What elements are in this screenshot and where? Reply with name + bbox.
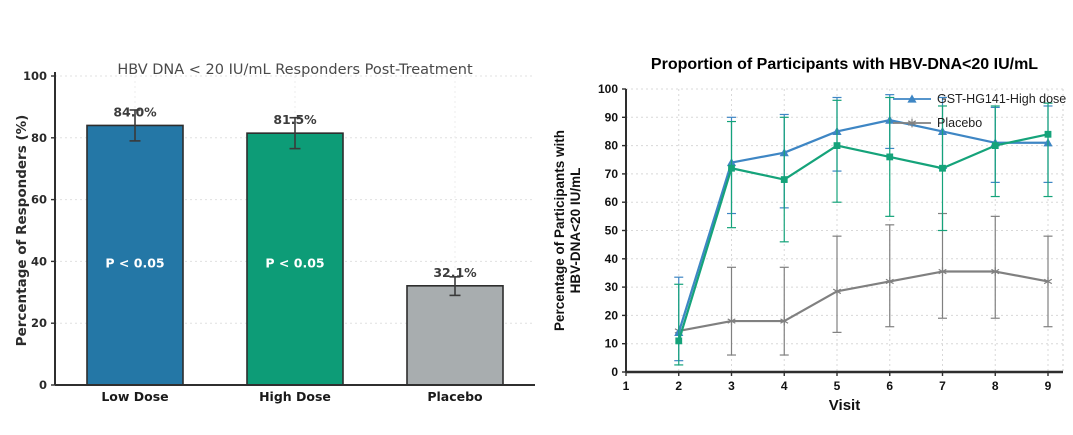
data-point-marker xyxy=(727,316,736,326)
x-tick-label: High Dose xyxy=(259,389,331,404)
x-tick-label: 5 xyxy=(834,379,841,393)
legend-marker-placebo xyxy=(907,118,917,128)
series-error-bar xyxy=(1043,102,1053,198)
series-placebo xyxy=(674,212,1053,356)
line xyxy=(991,268,1000,275)
y-tick-label: 0 xyxy=(611,365,618,379)
y-axis-title-line1: Percentage of Participants with xyxy=(552,130,567,331)
y-tick-label: 70 xyxy=(605,167,619,181)
y-axis-title-line2: HBV-DNA<20 IU/mL xyxy=(568,168,583,294)
x-axis-title: Visit xyxy=(829,397,860,414)
y-tick-label: 90 xyxy=(605,110,619,124)
bar-group-placebo: 32.1% xyxy=(406,265,504,386)
bar-chart-svg: 84.0%P < 0.05 81.5%P < 0.05 32.1% 0 20 40 60 80… xyxy=(14,62,535,404)
line xyxy=(885,278,894,285)
y-tick-label: 100 xyxy=(598,82,618,96)
series-error-bar xyxy=(832,99,842,203)
bar-error xyxy=(129,109,141,142)
y-tick-label: 60 xyxy=(31,193,47,207)
legend-marker-gst-hg141-high-dose xyxy=(907,94,917,103)
x-tick-label: 1 xyxy=(623,379,630,393)
series-line xyxy=(678,270,1049,333)
data-point-marker xyxy=(1044,130,1052,138)
data-point-marker xyxy=(939,164,946,172)
y-tick-label: 80 xyxy=(31,131,47,145)
series-line xyxy=(677,119,1048,333)
data-point-marker xyxy=(675,337,683,345)
x-tick-label: 4 xyxy=(781,379,788,393)
bar-group-high-dose: 81.5%P < 0.05 xyxy=(246,112,344,386)
legend-label: GST-HG141-High dose xyxy=(937,92,1066,106)
bar-placebo xyxy=(406,285,504,386)
data-point-marker xyxy=(886,153,894,161)
y-tick-label: 100 xyxy=(23,69,47,83)
x-tick-label: 8 xyxy=(992,379,999,393)
y-tick-label: 50 xyxy=(605,224,619,238)
data-point-marker xyxy=(938,267,947,276)
bar-error xyxy=(289,116,301,150)
series-error-bar xyxy=(990,105,1000,198)
data-point-marker xyxy=(780,316,789,326)
data-point-marker xyxy=(1043,277,1053,286)
line xyxy=(727,318,736,324)
bar-error xyxy=(449,276,461,297)
x-tick-label: 6 xyxy=(886,379,893,393)
bar-group-low-dose: 84.0%P < 0.05 xyxy=(86,104,184,386)
line-chart-svg: 0 10 20 30 40 50 60 70 80 90 100 1 2 3 4 5 6 7 8 9 Visit Perc… xyxy=(552,56,1066,414)
x-tick-label: 3 xyxy=(728,379,735,393)
data-point-marker xyxy=(728,164,735,172)
p-value-label: P < 0.05 xyxy=(265,256,324,271)
x-tick-label: 7 xyxy=(939,379,946,393)
x-tick-label: 2 xyxy=(675,379,682,393)
chart-title: HBV DNA < 20 IU/mL Responders Post-Treat… xyxy=(117,62,473,78)
line xyxy=(907,120,917,126)
axes: 0 10 20 30 40 50 60 70 80 90 100 1 2 3 4 5 6 7 8 9 xyxy=(598,82,1063,393)
bar-high-dose xyxy=(246,132,344,386)
p-value-label: P < 0.05 xyxy=(105,256,164,271)
y-axis-title: Percentage of Responders (%) xyxy=(14,115,30,347)
x-tick-label: 9 xyxy=(1045,379,1052,393)
series-error-bar xyxy=(674,283,684,366)
y-tick-label: 40 xyxy=(605,252,619,266)
data-point-marker xyxy=(832,286,842,296)
data-point-marker xyxy=(991,267,1000,276)
y-tick-label: 30 xyxy=(605,280,619,294)
data-point-marker xyxy=(991,142,999,149)
data-point-marker xyxy=(885,277,894,286)
line xyxy=(1043,278,1053,285)
legend: GST-HG141-High dose Placebo xyxy=(893,92,1066,130)
series-error-bar xyxy=(779,266,789,356)
series-line xyxy=(677,133,1049,342)
data-point-marker xyxy=(833,142,841,149)
y-tick-label: 0 xyxy=(39,378,47,392)
y-tick-label: 60 xyxy=(605,195,619,209)
bar-value-label: 32.1% xyxy=(433,265,477,280)
legend-label: Placebo xyxy=(937,116,982,130)
line xyxy=(780,318,789,324)
chart-title: Proportion of Participants with HBV-DNA<… xyxy=(651,56,1038,73)
y-tick-label: 10 xyxy=(605,337,619,351)
series-error-bar xyxy=(832,235,842,333)
y-tick-label: 20 xyxy=(605,308,619,322)
y-tick-label: 80 xyxy=(605,139,619,153)
x-tick-label: Placebo xyxy=(427,389,483,404)
series-series xyxy=(674,96,1053,366)
line xyxy=(832,288,842,295)
line-chart-figure: 0 10 20 30 40 50 60 70 80 90 100 1 2 3 4 5 6 7 8 9 Visit Perc… xyxy=(550,45,1073,435)
x-tick-label: Low Dose xyxy=(101,389,168,404)
data-point-marker xyxy=(780,176,788,183)
bar-chart-figure: 84.0% P < 0.05 81.5% P < 0.05 32.1% 0 20 40 60 80… xyxy=(10,45,556,435)
series-error-bar xyxy=(727,120,736,229)
line xyxy=(938,268,947,275)
y-tick-label: 40 xyxy=(31,254,47,268)
y-tick-label: 20 xyxy=(31,316,47,330)
series-error-bar xyxy=(727,266,736,356)
series-error-bar xyxy=(885,224,895,328)
axes: 0 20 40 60 80 100 Low Dose High Dose Placebo xyxy=(23,69,535,404)
